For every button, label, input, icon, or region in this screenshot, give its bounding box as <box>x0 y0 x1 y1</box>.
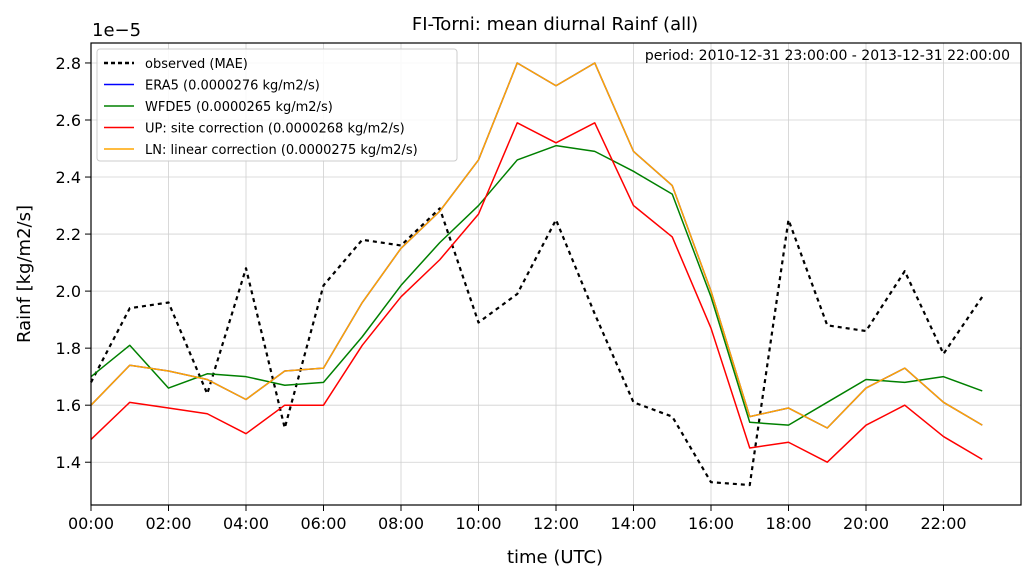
legend-box <box>96 48 458 162</box>
x-tick-label: 22:00 <box>920 514 966 533</box>
x-tick-label: 12:00 <box>533 514 579 533</box>
y-axis-ticks: 1.4 1.6 1.8 2.0 2.2 2.4 2.6 2.8 <box>56 54 91 472</box>
series-line-4 <box>90 122 983 463</box>
x-tick-label: 18:00 <box>765 514 811 533</box>
y-tick-label: 2.6 <box>56 111 81 130</box>
x-tick-label: 10:00 <box>455 514 501 533</box>
x-axis-ticks: 00:00 02:00 04:00 06:00 08:00 10:00 12:00 14:00… <box>68 505 967 533</box>
x-axis-label: time (UTC) <box>507 547 603 568</box>
x-tick-label: 02:00 <box>145 514 191 533</box>
x-tick-label: 06:00 <box>300 514 346 533</box>
series-line-5 <box>90 62 983 429</box>
y-tick-label: 1.6 <box>56 396 81 415</box>
y-tick-label: 2.0 <box>56 282 81 301</box>
x-tick-label: 14:00 <box>610 514 656 533</box>
x-tick-label: 04:00 <box>223 514 269 533</box>
legend-label: WFDE5 (0.0000265 kg/m2/s) <box>145 100 333 115</box>
chart-title: FI-Torni: mean diurnal Rainf (all) <box>412 14 698 35</box>
series-lines <box>90 62 984 487</box>
y-offset-label: 1e−5 <box>92 20 141 41</box>
y-tick-label: 2.2 <box>56 225 81 244</box>
series-line-3 <box>90 144 983 426</box>
y-tick-label: 2.4 <box>56 168 81 187</box>
y-tick-label: 2.8 <box>56 54 81 73</box>
x-tick-label: 20:00 <box>843 514 889 533</box>
x-tick-label: 16:00 <box>688 514 734 533</box>
legend-label: UP: site correction (0.0000268 kg/m2/s) <box>145 122 405 137</box>
legend-label: observed (MAE) <box>145 57 248 72</box>
x-tick-label: 08:00 <box>378 514 424 533</box>
y-axis-label: Rainf [kg/m2/s] <box>14 205 35 343</box>
period-annotation: period: 2010-12-31 23:00:00 - 2013-12-31… <box>645 48 1010 64</box>
y-tick-label: 1.4 <box>56 453 81 472</box>
legend-items: observed (MAE) ERA5 (0.0000276 kg/m2/s) WF… <box>104 57 418 158</box>
x-tick-label: 00:00 <box>68 514 114 533</box>
y-tick-label: 1.8 <box>56 339 81 358</box>
series-line-1 <box>90 207 984 487</box>
grid-lines <box>90 43 1021 505</box>
legend-label: ERA5 (0.0000276 kg/m2/s) <box>145 79 320 94</box>
legend-label: LN: linear correction (0.0000275 kg/m2/s… <box>145 143 418 158</box>
legend: observed (MAE) ERA5 (0.0000276 kg/m2/s) WF… <box>96 48 458 162</box>
